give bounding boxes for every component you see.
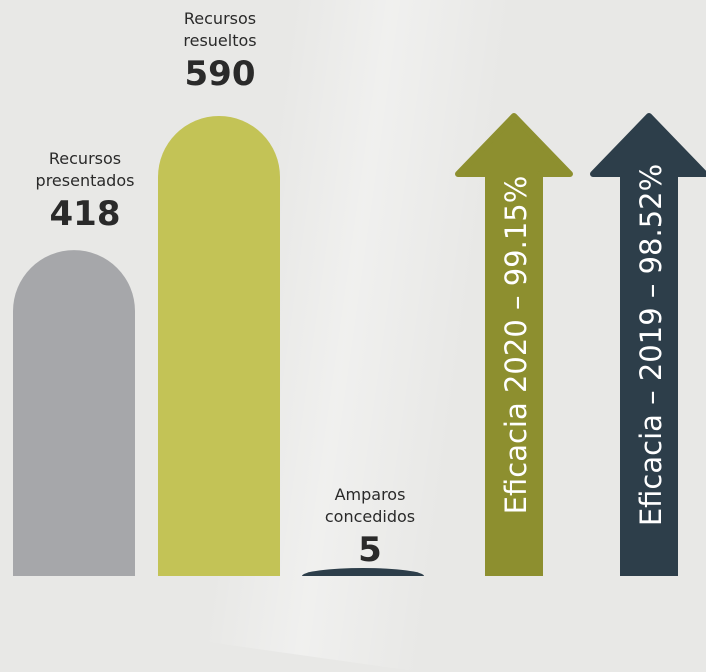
- category-label-line: concedidos: [324, 507, 416, 526]
- category-label-line: Amparos: [334, 485, 406, 504]
- bars-layer: [13, 116, 424, 576]
- bar-2: [302, 568, 424, 576]
- bar-chart: Eficacia 2020 – 99.15% Eficacia – 2019 – …: [13, 113, 706, 576]
- category-label-line: Recursos: [183, 9, 257, 28]
- presentados-label-group: Recursos presentados 418: [10, 148, 160, 234]
- arrow-1: [590, 113, 706, 576]
- bar-value-label: 5: [358, 530, 382, 570]
- arrow-0: [455, 113, 573, 576]
- category-label-line: Recursos: [48, 149, 122, 168]
- category-label-line: presentados: [35, 171, 135, 190]
- arrow-label-1: Eficacia – 2019 – 98.52%: [634, 164, 668, 526]
- bar-0: [13, 250, 135, 576]
- bar-1: [158, 116, 280, 576]
- arrow-label-0: Eficacia 2020 – 99.15%: [499, 176, 533, 515]
- resueltos-label-group: Recursos resueltos 590: [155, 8, 285, 94]
- bar-value-label: 418: [49, 194, 121, 234]
- amparos-label-group: Amparos concedidos 5: [300, 484, 440, 570]
- bar-value-label: 590: [184, 54, 256, 94]
- arrows-layer: Eficacia 2020 – 99.15% Eficacia – 2019 – …: [455, 113, 706, 576]
- category-label-line: resueltos: [183, 31, 257, 50]
